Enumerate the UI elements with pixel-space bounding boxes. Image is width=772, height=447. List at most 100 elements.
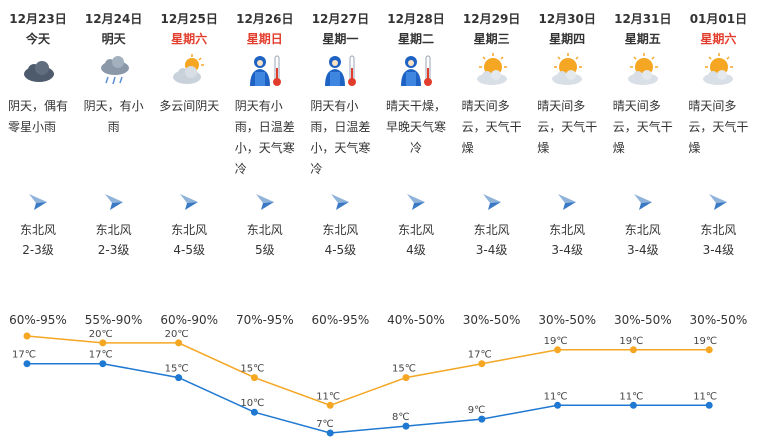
low-temp-point — [629, 401, 637, 409]
high-temp-line — [26, 335, 710, 407]
weather-description: 晴天间多云，天气干燥 — [688, 99, 749, 155]
overcast-cloud-icon — [19, 52, 57, 90]
humidity-range: 70%-95% — [235, 313, 294, 327]
high-temp-point — [99, 339, 107, 347]
high-temp-point — [629, 346, 637, 354]
low-temp-point — [175, 374, 183, 382]
low-temp-point — [554, 401, 562, 409]
forecast-weekday: 今天 — [25, 32, 50, 46]
forecast-date: 12月25日 — [160, 12, 218, 26]
wind-level: 3-4级 — [551, 243, 583, 257]
forecast-date: 12月28日 — [387, 12, 445, 26]
wind-direction: 东北风 — [624, 223, 661, 237]
wind-direction-arrow-icon — [632, 192, 654, 212]
day-column: 12月31日 星期五 晴天间多云，天气干燥 东北风 3-4级 — [605, 0, 681, 300]
light-rain-icon — [95, 52, 133, 90]
day-column: 12月25日 星期六 多云间阴天 东北风 4-5级 — [151, 0, 227, 300]
high-temp-point — [478, 360, 486, 368]
humidity-range: 30%-50% — [689, 313, 748, 327]
forecast-date: 12月30日 — [538, 12, 596, 26]
forecast-date: 12月27日 — [311, 12, 370, 26]
wind-level: 4级 — [406, 243, 426, 257]
wind-direction-arrow-icon — [707, 192, 729, 212]
humidity-range: 60%-95% — [9, 313, 67, 327]
forecast-weekday: 星期五 — [624, 32, 661, 46]
high-temp-point — [23, 332, 31, 340]
humidity-range: 30%-50% — [538, 313, 597, 327]
wind-direction: 东北风 — [322, 223, 359, 237]
high-temp-label: 19℃ — [619, 336, 643, 347]
day-column: 12月26日 星期日 阴天有小雨，日温差小，天气寒冷 东北风 5级 — [227, 0, 303, 300]
wind-direction-arrow-icon — [405, 192, 427, 212]
wind-direction-arrow-icon — [103, 192, 125, 212]
forecast-date: 12月23日 — [9, 12, 67, 26]
low-temp-label: 15℃ — [165, 364, 189, 375]
humidity-range: 60%-95% — [311, 313, 370, 327]
weather-description: 晴天间多云，天气干燥 — [612, 99, 673, 155]
forecast-date: 12月29日 — [462, 12, 521, 26]
forecast-weekday: 星期三 — [473, 32, 510, 46]
forecast-weekday: 星期六 — [700, 32, 737, 46]
day-column: 12月24日 明天 阴天，有小雨 东北风 2-3级 — [76, 0, 152, 300]
low-temp-point — [23, 360, 31, 368]
wind-direction-arrow-icon — [556, 192, 578, 212]
high-temp-label: 11℃ — [316, 391, 340, 402]
day-column: 12月23日 今天 阴天，偶有零星小雨 东北风 2-3级 — [0, 0, 76, 300]
wind-direction: 东北风 — [700, 223, 737, 237]
weather-description: 阴天，有小雨 — [83, 99, 144, 134]
low-temp-point — [99, 360, 107, 368]
wind-direction-arrow-icon — [178, 192, 200, 212]
forecast-date: 12月24日 — [84, 12, 143, 26]
high-temp-label: 19℃ — [544, 336, 568, 347]
high-temp-point — [554, 346, 562, 354]
wind-direction: 东北风 — [473, 223, 510, 237]
humidity-range: 55%-90% — [84, 313, 143, 327]
high-temp-label: 15℃ — [240, 364, 264, 375]
high-temp-label: 20℃ — [89, 330, 113, 340]
wind-direction-arrow-icon — [27, 192, 49, 212]
forecast-date: 12月31日 — [614, 12, 672, 26]
high-temp-label: 19℃ — [693, 336, 717, 347]
wind-direction: 东北风 — [171, 223, 208, 237]
high-temp-point — [326, 401, 334, 409]
low-temp-label: 10℃ — [240, 398, 264, 409]
cold-weather-icon — [397, 52, 435, 90]
weather-description: 晴天干燥，早晚天气寒冷 — [386, 99, 447, 155]
high-temp-point — [705, 346, 713, 354]
wind-direction-arrow-icon — [481, 192, 503, 212]
low-temp-point — [705, 401, 713, 409]
low-temp-label: 17℃ — [12, 350, 36, 361]
forecast-weekday: 明天 — [101, 32, 126, 46]
low-temp-label: 9℃ — [468, 405, 486, 416]
humidity-range: 30%-50% — [613, 313, 672, 327]
humidity-range: 30%-50% — [462, 313, 521, 327]
weather-description: 晴天间多云，天气干燥 — [461, 99, 522, 155]
high-temp-label: 20℃ — [165, 330, 189, 340]
wind-level: 3-4级 — [475, 243, 508, 257]
low-temp-label: 11℃ — [693, 391, 717, 402]
low-temp-label: 7℃ — [316, 419, 334, 430]
partly-cloudy-icon — [170, 52, 208, 90]
day-column: 12月28日 星期二 晴天干燥，早晚天气寒冷 东北风 4级 — [378, 0, 454, 300]
forecast-date: 12月26日 — [236, 12, 294, 26]
cold-weather-icon — [321, 52, 359, 90]
sunny-cloudy-icon — [548, 52, 586, 90]
weather-description: 阴天有小雨，日温差小，天气寒冷 — [310, 99, 371, 176]
forecast-weekday: 星期日 — [246, 32, 283, 46]
sunny-cloudy-icon — [624, 52, 662, 90]
low-temp-point — [478, 415, 486, 423]
wind-direction: 东北风 — [19, 223, 56, 237]
forecast-weekday: 星期六 — [171, 32, 208, 46]
sunny-cloudy-icon — [699, 52, 737, 90]
humidity-range: 60%-90% — [160, 313, 219, 327]
wind-level: 5级 — [254, 243, 275, 257]
day-column: 01月01日 星期六 晴天间多云，天气干燥 东北风 3-4级 — [680, 0, 756, 300]
cold-weather-icon — [246, 52, 284, 90]
low-temp-point — [326, 429, 334, 437]
high-temp-point — [175, 339, 183, 347]
wind-direction-arrow-icon — [329, 192, 351, 212]
low-temp-label: 8℃ — [392, 412, 410, 423]
low-temp-point — [402, 422, 410, 430]
high-temp-label: 17℃ — [468, 350, 492, 361]
sunny-cloudy-icon — [473, 52, 511, 90]
